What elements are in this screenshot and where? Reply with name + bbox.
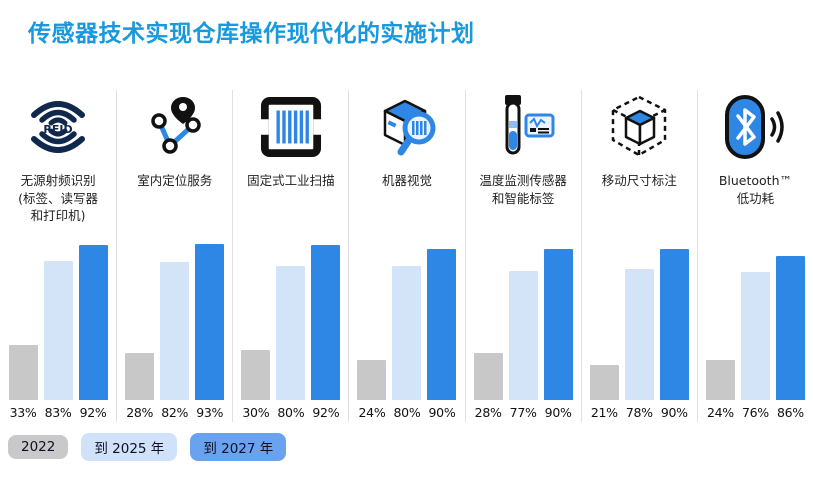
column-temperature-sensors: 温度监测传感器 和智能标签 28% 77% 90%	[464, 90, 581, 422]
bar-2027	[427, 248, 457, 400]
bar-2025	[276, 265, 306, 400]
bars-bluetooth	[700, 232, 811, 400]
legend-2027: 到 2027 年	[190, 433, 287, 461]
value-2025: 77%	[509, 405, 537, 420]
column-label-temperature-sensors: 温度监测传感器 和智能标签	[479, 173, 567, 206]
value-2025: 82%	[161, 405, 189, 420]
value-2022: 30%	[242, 405, 270, 420]
bar-2022	[473, 352, 503, 400]
chart-columns: RFID 无源射频识别 (标签、读写器 和打印机) 33% 83% 92%	[0, 90, 813, 422]
column-bluetooth: Bluetooth™ 低功耗 24% 76% 86%	[696, 90, 813, 422]
value-2025: 83%	[44, 405, 72, 420]
value-2027: 90%	[660, 405, 688, 420]
machine-vision-icon	[351, 90, 462, 164]
bar-2022	[705, 359, 735, 400]
page-title: 传感器技术实现仓库操作现代化的实施计划	[28, 21, 475, 47]
value-2027: 90%	[428, 405, 456, 420]
column-indoor-location: 室内定位服务 28% 82% 93%	[116, 90, 232, 422]
value-2027: 92%	[79, 405, 107, 420]
legend-2025: 到 2025 年	[81, 433, 178, 461]
value-2022: 33%	[9, 405, 37, 420]
mobile-dimensioning-icon	[584, 90, 695, 164]
value-2025: 78%	[625, 405, 653, 420]
bars-rfid	[2, 232, 114, 400]
legend-2022: 2022	[8, 435, 69, 459]
bars-indoor-location	[119, 232, 230, 400]
rfid-icon: RFID	[2, 90, 114, 164]
column-label-machine-vision: 机器视觉	[381, 173, 432, 188]
column-label-indoor-location: 室内定位服务	[137, 173, 213, 188]
value-2022: 28%	[474, 405, 502, 420]
bars-machine-vision	[351, 232, 462, 400]
bar-2022	[8, 344, 38, 400]
bar-2025	[43, 260, 73, 400]
bar-2027	[775, 255, 805, 400]
bar-2027	[659, 248, 689, 400]
value-2027: 86%	[776, 405, 804, 420]
bar-2022	[241, 349, 271, 400]
bar-2022	[589, 364, 619, 400]
bluetooth-icon	[700, 90, 811, 164]
column-machine-vision: 机器视觉 24% 80% 90%	[348, 90, 464, 422]
value-2022: 24%	[706, 405, 734, 420]
value-2022: 28%	[126, 405, 154, 420]
column-label-bluetooth: Bluetooth™ 低功耗	[718, 173, 793, 206]
value-labels: 21% 78% 90%	[584, 400, 695, 422]
value-2025: 80%	[277, 405, 305, 420]
bar-2022	[125, 352, 155, 400]
bar-2027	[543, 248, 573, 400]
bar-2025	[740, 272, 770, 400]
bar-2025	[392, 265, 422, 400]
value-2027: 92%	[312, 405, 340, 420]
value-labels: 24% 76% 86%	[700, 400, 811, 422]
value-2022: 24%	[358, 405, 386, 420]
value-labels: 30% 80% 92%	[235, 400, 346, 422]
bar-2027	[311, 245, 341, 400]
column-rfid: RFID 无源射频识别 (标签、读写器 和打印机) 33% 83% 92%	[0, 90, 116, 422]
value-labels: 28% 77% 90%	[468, 400, 579, 422]
column-mobile-dimensioning: 移动尺寸标注 21% 78% 90%	[580, 90, 697, 422]
value-labels: 24% 80% 90%	[351, 400, 462, 422]
indoor-location-icon	[119, 90, 230, 164]
value-2027: 90%	[544, 405, 572, 420]
bars-temperature-sensors	[468, 232, 579, 400]
bar-2025	[508, 270, 538, 400]
bars-mobile-dimensioning	[584, 232, 695, 400]
column-label-mobile-dimensioning: 移动尺寸标注	[601, 173, 677, 188]
column-label-rfid: 无源射频识别 (标签、读写器 和打印机)	[18, 173, 99, 223]
bar-2027	[195, 243, 225, 400]
bars-industrial-scanning	[235, 232, 346, 400]
temperature-sensor-icon	[468, 90, 579, 164]
bar-2025	[160, 262, 190, 400]
legend: 2022 到 2025 年 到 2027 年	[8, 433, 813, 461]
value-2022: 21%	[590, 405, 618, 420]
value-labels: 28% 82% 93%	[119, 400, 230, 422]
industrial-scanner-icon	[235, 90, 346, 164]
value-2025: 76%	[741, 405, 769, 420]
value-2025: 80%	[393, 405, 421, 420]
value-2027: 93%	[196, 405, 224, 420]
bar-2027	[78, 245, 108, 400]
bar-2022	[357, 359, 387, 400]
column-label-industrial-scanning: 固定式工业扫描	[247, 173, 335, 188]
column-industrial-scanning: 固定式工业扫描 30% 80% 92%	[232, 90, 348, 422]
value-labels: 33% 83% 92%	[2, 400, 114, 422]
bar-2025	[624, 268, 654, 400]
